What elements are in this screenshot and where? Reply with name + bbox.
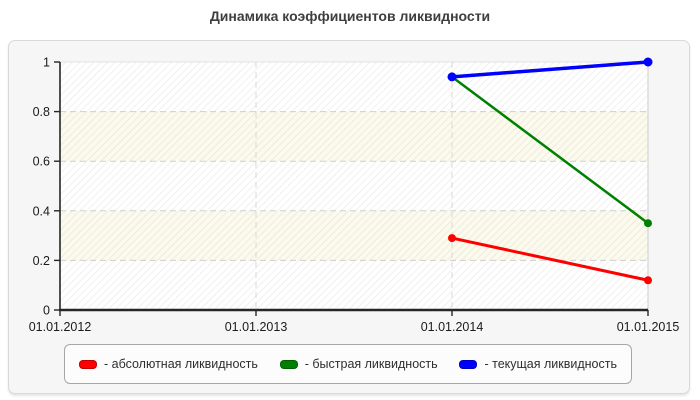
svg-text:0.2: 0.2 xyxy=(33,254,50,268)
legend-label-absolute-liquidity: - абсолютная ликвидность xyxy=(104,357,258,371)
svg-text:0.8: 0.8 xyxy=(33,105,50,119)
svg-text:0: 0 xyxy=(43,304,50,318)
svg-text:01.01.2014: 01.01.2014 xyxy=(421,320,484,334)
svg-text:0.4: 0.4 xyxy=(33,204,50,218)
legend-item-absolute-liquidity: - абсолютная ликвидность xyxy=(79,357,258,371)
legend-label-current-liquidity: - текущая ликвидность xyxy=(484,357,617,371)
svg-text:1: 1 xyxy=(43,56,50,70)
legend-label-quick-liquidity: - быстрая ликвидность xyxy=(304,357,438,371)
chart-legend: - абсолютная ликвидность - быстрая ликви… xyxy=(64,344,632,384)
chart-title: Динамика коэффициентов ликвидности xyxy=(209,8,491,24)
legend-item-current-liquidity: - текущая ликвидность xyxy=(459,357,617,371)
legend-swatch-red xyxy=(79,359,97,369)
legend-item-quick-liquidity: - быстрая ликвидность xyxy=(279,357,438,371)
legend-swatch-green xyxy=(279,359,298,369)
svg-text:01.01.2015: 01.01.2015 xyxy=(617,320,680,334)
svg-text:01.01.2013: 01.01.2013 xyxy=(225,320,288,334)
svg-text:01.01.2012: 01.01.2012 xyxy=(29,320,92,334)
svg-text:0.6: 0.6 xyxy=(33,155,50,169)
legend-swatch-blue xyxy=(459,359,478,369)
